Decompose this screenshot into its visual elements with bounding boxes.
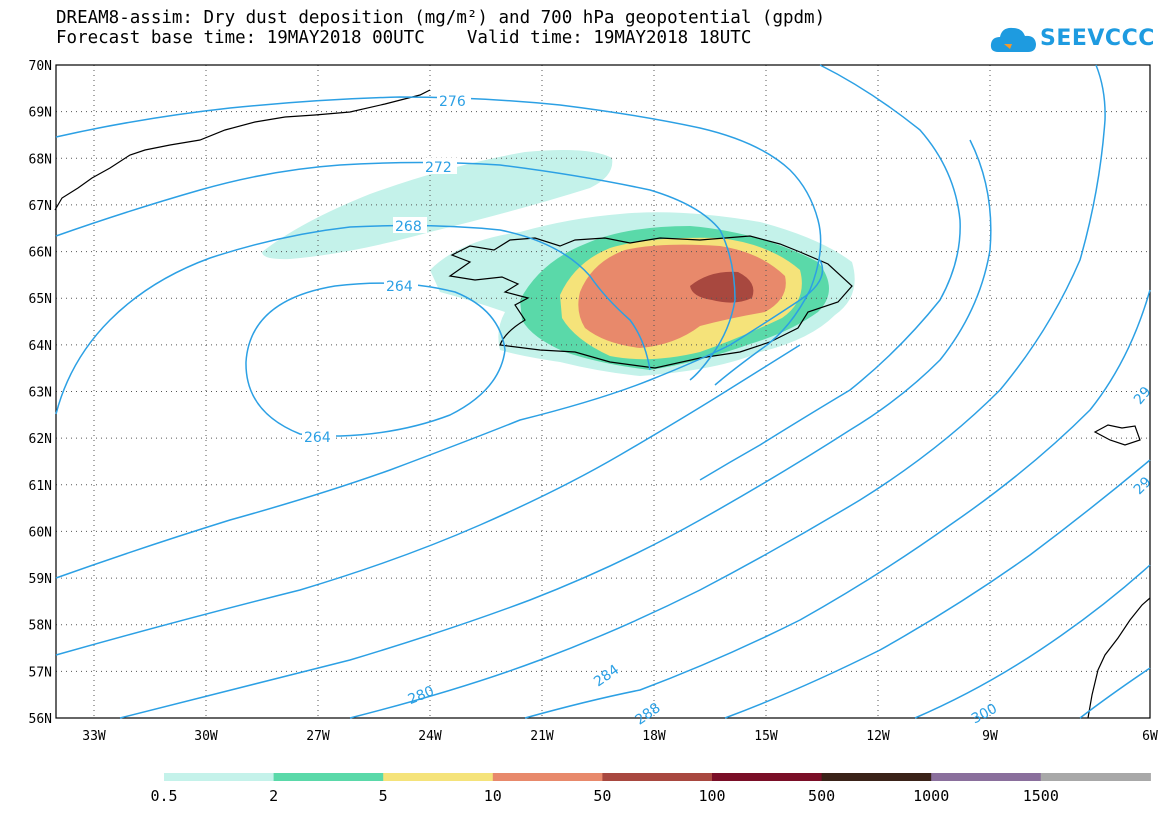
- legend-label: 500: [808, 787, 836, 805]
- latitude-label: 67N: [29, 199, 52, 214]
- contour-296: [914, 564, 1151, 719]
- legend-label: 100: [698, 787, 726, 805]
- legend-color-swatch: [492, 773, 603, 781]
- coastlines: [54, 89, 1151, 719]
- contour-292: [724, 459, 1151, 719]
- latitude-label: 66N: [29, 246, 52, 261]
- latitude-label: 61N: [29, 479, 52, 494]
- longitude-label: 6W: [1142, 729, 1158, 744]
- contour-280-south: [119, 139, 992, 719]
- map-frame: [55, 64, 1151, 719]
- cloud-icon: [990, 27, 1036, 52]
- legend-colorbar: [164, 773, 1151, 781]
- latitude-label: 70N: [29, 59, 52, 74]
- latitude-label: 68N: [29, 152, 52, 167]
- legend-color-swatch: [164, 773, 275, 781]
- contour-268: [55, 224, 651, 415]
- graticule: 70N 69N 68N 67N 66N 65N 64N 63N 62N 61N 60N 59N 58N 5…: [29, 59, 1158, 744]
- dust-deposition-shading: [262, 150, 855, 376]
- dust-level-50: [690, 271, 754, 303]
- longitude-label: 21W: [530, 729, 554, 744]
- contour-label: 276: [439, 94, 466, 110]
- contour-284: [349, 64, 1106, 719]
- chart-title: DREAM8-assim: Dry dust deposition (mg/m²…: [56, 8, 826, 28]
- legend-label: 5: [378, 787, 388, 805]
- contour-label: 280: [406, 683, 437, 708]
- contour-label: 264: [386, 279, 413, 295]
- dust-level-10: [578, 244, 786, 348]
- legend-label: 2: [269, 787, 279, 805]
- iceland-coastline: [448, 235, 853, 369]
- contour-264: [245, 282, 506, 437]
- dust-plume-north: [262, 150, 613, 260]
- longitude-label: 30W: [194, 729, 218, 744]
- latitude-label: 59N: [29, 572, 52, 587]
- contour-label: 29: [1131, 474, 1155, 498]
- legend-color-swatch: [602, 773, 713, 781]
- latitude-label: 63N: [29, 386, 52, 401]
- contour-272: [55, 161, 736, 381]
- legend-color-swatch: [1040, 773, 1151, 781]
- longitude-label: 33W: [82, 729, 106, 744]
- latitude-label: 60N: [29, 525, 52, 540]
- legend-label: 0.5: [150, 787, 178, 805]
- legend-label: 50: [593, 787, 612, 805]
- contour-label: 300: [969, 701, 1000, 728]
- contour-280: [55, 64, 961, 579]
- contour-300: [1079, 667, 1151, 719]
- chart-subtitle-times: Forecast base time: 19MAY2018 00UTC Vali…: [56, 28, 752, 48]
- latitude-label: 64N: [29, 339, 52, 354]
- contour-label: 29: [1131, 384, 1155, 408]
- latitude-label: 69N: [29, 106, 52, 121]
- legend-color-swatch: [273, 773, 384, 781]
- latitude-label: 62N: [29, 432, 52, 447]
- longitude-label: 27W: [306, 729, 330, 744]
- latitude-label: 65N: [29, 292, 52, 307]
- longitude-label: 15W: [754, 729, 778, 744]
- contour-label: 288: [632, 700, 663, 728]
- seevccc-logo: SEEVCCC: [990, 22, 1154, 58]
- latitude-label: 58N: [29, 619, 52, 634]
- latitude-label: 57N: [29, 665, 52, 680]
- legend-label: 1000: [913, 787, 950, 805]
- contour-280-lower: [55, 344, 801, 656]
- longitude-label: 12W: [866, 729, 890, 744]
- geopotential-contours: [55, 64, 1151, 719]
- greenland-coastline: [54, 89, 431, 211]
- contour-label: 272: [425, 160, 452, 176]
- contour-label: 268: [395, 219, 422, 235]
- longitude-label: 24W: [418, 729, 442, 744]
- longitude-label: 9W: [982, 729, 998, 744]
- longitude-label: 18W: [642, 729, 666, 744]
- legend-label: 1500: [1022, 787, 1059, 805]
- legend-color-swatch: [712, 773, 823, 781]
- legend-color-swatch: [821, 773, 932, 781]
- legend-color-swatch: [931, 773, 1042, 781]
- contour-288: [524, 289, 1151, 719]
- legend-color-swatch: [383, 773, 494, 781]
- legend-label: 10: [483, 787, 502, 805]
- scotland-hebrides-coastline: [1087, 597, 1151, 719]
- faroe-islands-coastline: [1093, 424, 1141, 446]
- contour-label: 264: [304, 430, 331, 446]
- contour-label: 284: [591, 662, 622, 690]
- latitude-label: 56N: [29, 712, 52, 727]
- logo-text: SEEVCCC: [1040, 26, 1155, 51]
